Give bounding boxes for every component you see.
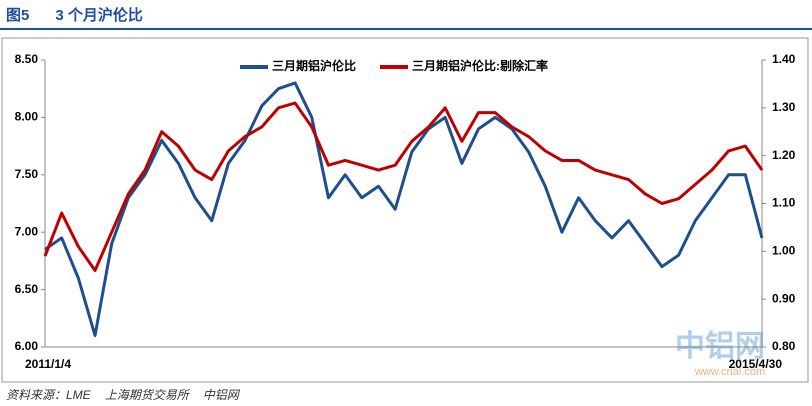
y-tick-label: 7.00 xyxy=(15,224,39,238)
figure-title: 3 个月沪伦比 xyxy=(55,7,143,24)
y2-tick-label: 1.10 xyxy=(772,196,796,210)
series-line xyxy=(44,81,764,338)
y-tick-label: 6.50 xyxy=(15,282,39,296)
y2-tick-label: 0.80 xyxy=(772,339,796,353)
chart-frame xyxy=(1,37,809,383)
header-rule xyxy=(0,28,812,30)
source-item: 资料来源：LME xyxy=(6,388,91,402)
x-tick-label: 2015/4/30 xyxy=(729,357,783,371)
y-tick-label: 6.00 xyxy=(15,339,39,353)
y2-tick-label: 1.30 xyxy=(772,100,796,114)
y-tick-label: 7.50 xyxy=(15,167,39,181)
header: 图5 3 个月沪伦比 xyxy=(6,4,169,25)
chart: 中铝网 www.cnal.com 6.00 6.50 7.00 7.50 8.00 8.5… xyxy=(1,37,809,383)
y2-tick-label: 1.00 xyxy=(772,244,796,258)
y2-tick-label: 1.20 xyxy=(772,148,796,162)
watermark-url: www.cnal.com xyxy=(694,366,765,378)
y-tick-label: 8.50 xyxy=(15,52,39,66)
footer: 资料来源：LME 上海期货交易所 中铝网 xyxy=(6,386,253,403)
source-item: 上海期货交易所 xyxy=(104,388,189,402)
legend-label: 三月期铝沪伦比:剔除汇率 xyxy=(412,58,548,73)
watermark-logo: 中铝网 xyxy=(675,330,765,363)
source-item: 中铝网 xyxy=(202,388,239,402)
series-line xyxy=(43,101,764,272)
y-tick-label: 8.00 xyxy=(15,110,39,124)
legend-label: 三月期铝沪伦比 xyxy=(272,58,356,73)
y2-tick-label: 1.40 xyxy=(772,52,796,66)
y2-tick-label: 0.90 xyxy=(772,291,796,305)
figure-number: 图5 xyxy=(6,7,30,24)
x-tick-label: 2011/1/4 xyxy=(25,357,71,371)
